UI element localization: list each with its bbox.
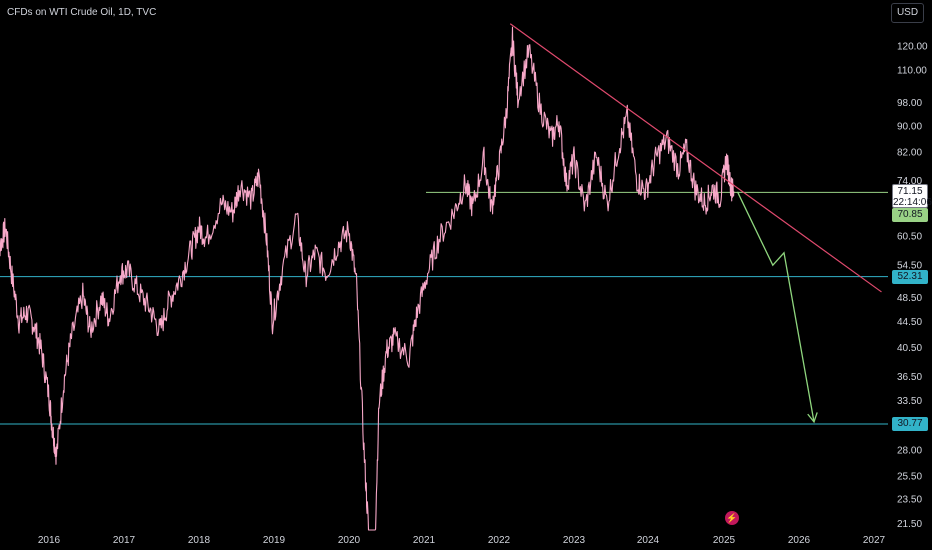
- projection-arrow-head: [807, 412, 818, 424]
- symbol-title[interactable]: CFDs on WTI Crude Oil, 1D, TVC: [7, 7, 157, 18]
- time-axis-tick: 2027: [863, 535, 886, 546]
- plot-area[interactable]: [0, 23, 888, 531]
- time-axis-tick: 2024: [637, 535, 660, 546]
- price-axis-tick: 90.00: [897, 121, 922, 132]
- time-axis-tick: 2020: [338, 535, 361, 546]
- price-axis-tick: 44.50: [897, 317, 922, 328]
- current-price-tag: 71.15 22:14:06: [892, 184, 932, 208]
- price-axis-tick: 33.50: [897, 396, 922, 407]
- projection-arrow[interactable]: [736, 191, 815, 423]
- tradingview-logo-icon[interactable]: ⚡: [725, 511, 739, 525]
- currency-button[interactable]: USD: [891, 3, 924, 23]
- descending-trendline[interactable]: [509, 23, 882, 293]
- time-axis-tick: 2021: [413, 535, 436, 546]
- time-axis-tick: 2026: [788, 535, 811, 546]
- time-axis[interactable]: 2016 2017 2018 2019 2020 2021 2022 2023 2024 2025…: [38, 535, 886, 546]
- lower-support-tag: 30.77: [892, 417, 928, 431]
- price-axis-tick: 82.00: [897, 147, 922, 158]
- time-axis-tick: 2018: [188, 535, 211, 546]
- price-axis-tick: 25.50: [897, 472, 922, 483]
- price-axis-tick: 74.00: [897, 176, 922, 187]
- time-axis-tick: 2016: [38, 535, 61, 546]
- time-axis-tick: 2025: [713, 535, 736, 546]
- price-series-line[interactable]: [0, 26, 735, 531]
- price-axis-tick: 28.00: [897, 446, 922, 457]
- price-axis-tick: 23.50: [897, 494, 922, 505]
- price-axis-tick: 54.50: [897, 261, 922, 272]
- bar-countdown: 22:14:06: [893, 197, 932, 208]
- price-axis-tick: 120.00: [897, 42, 928, 53]
- time-axis-tick: 2023: [563, 535, 586, 546]
- price-axis-tick: 110.00: [897, 66, 927, 77]
- time-axis-tick: 2017: [113, 535, 136, 546]
- time-axis-tick: 2019: [263, 535, 286, 546]
- price-axis-tick: 36.50: [897, 372, 922, 383]
- price-axis-tick: 40.50: [897, 343, 922, 354]
- upper-support-tag: 52.31: [892, 269, 928, 284]
- price-axis-tick: 60.50: [897, 232, 922, 243]
- current-price-value: 71.15: [897, 186, 923, 197]
- price-axis-tick: 98.00: [897, 98, 922, 109]
- price-axis-tick: 48.50: [897, 293, 922, 304]
- price-axis-tick: 21.50: [897, 519, 922, 530]
- price-axis[interactable]: 120.00 110.00 98.00 90.00 82.00 74.00 60.50 54.…: [897, 42, 928, 531]
- green-level-tag: 70.85: [892, 208, 928, 222]
- time-axis-tick: 2022: [488, 535, 511, 546]
